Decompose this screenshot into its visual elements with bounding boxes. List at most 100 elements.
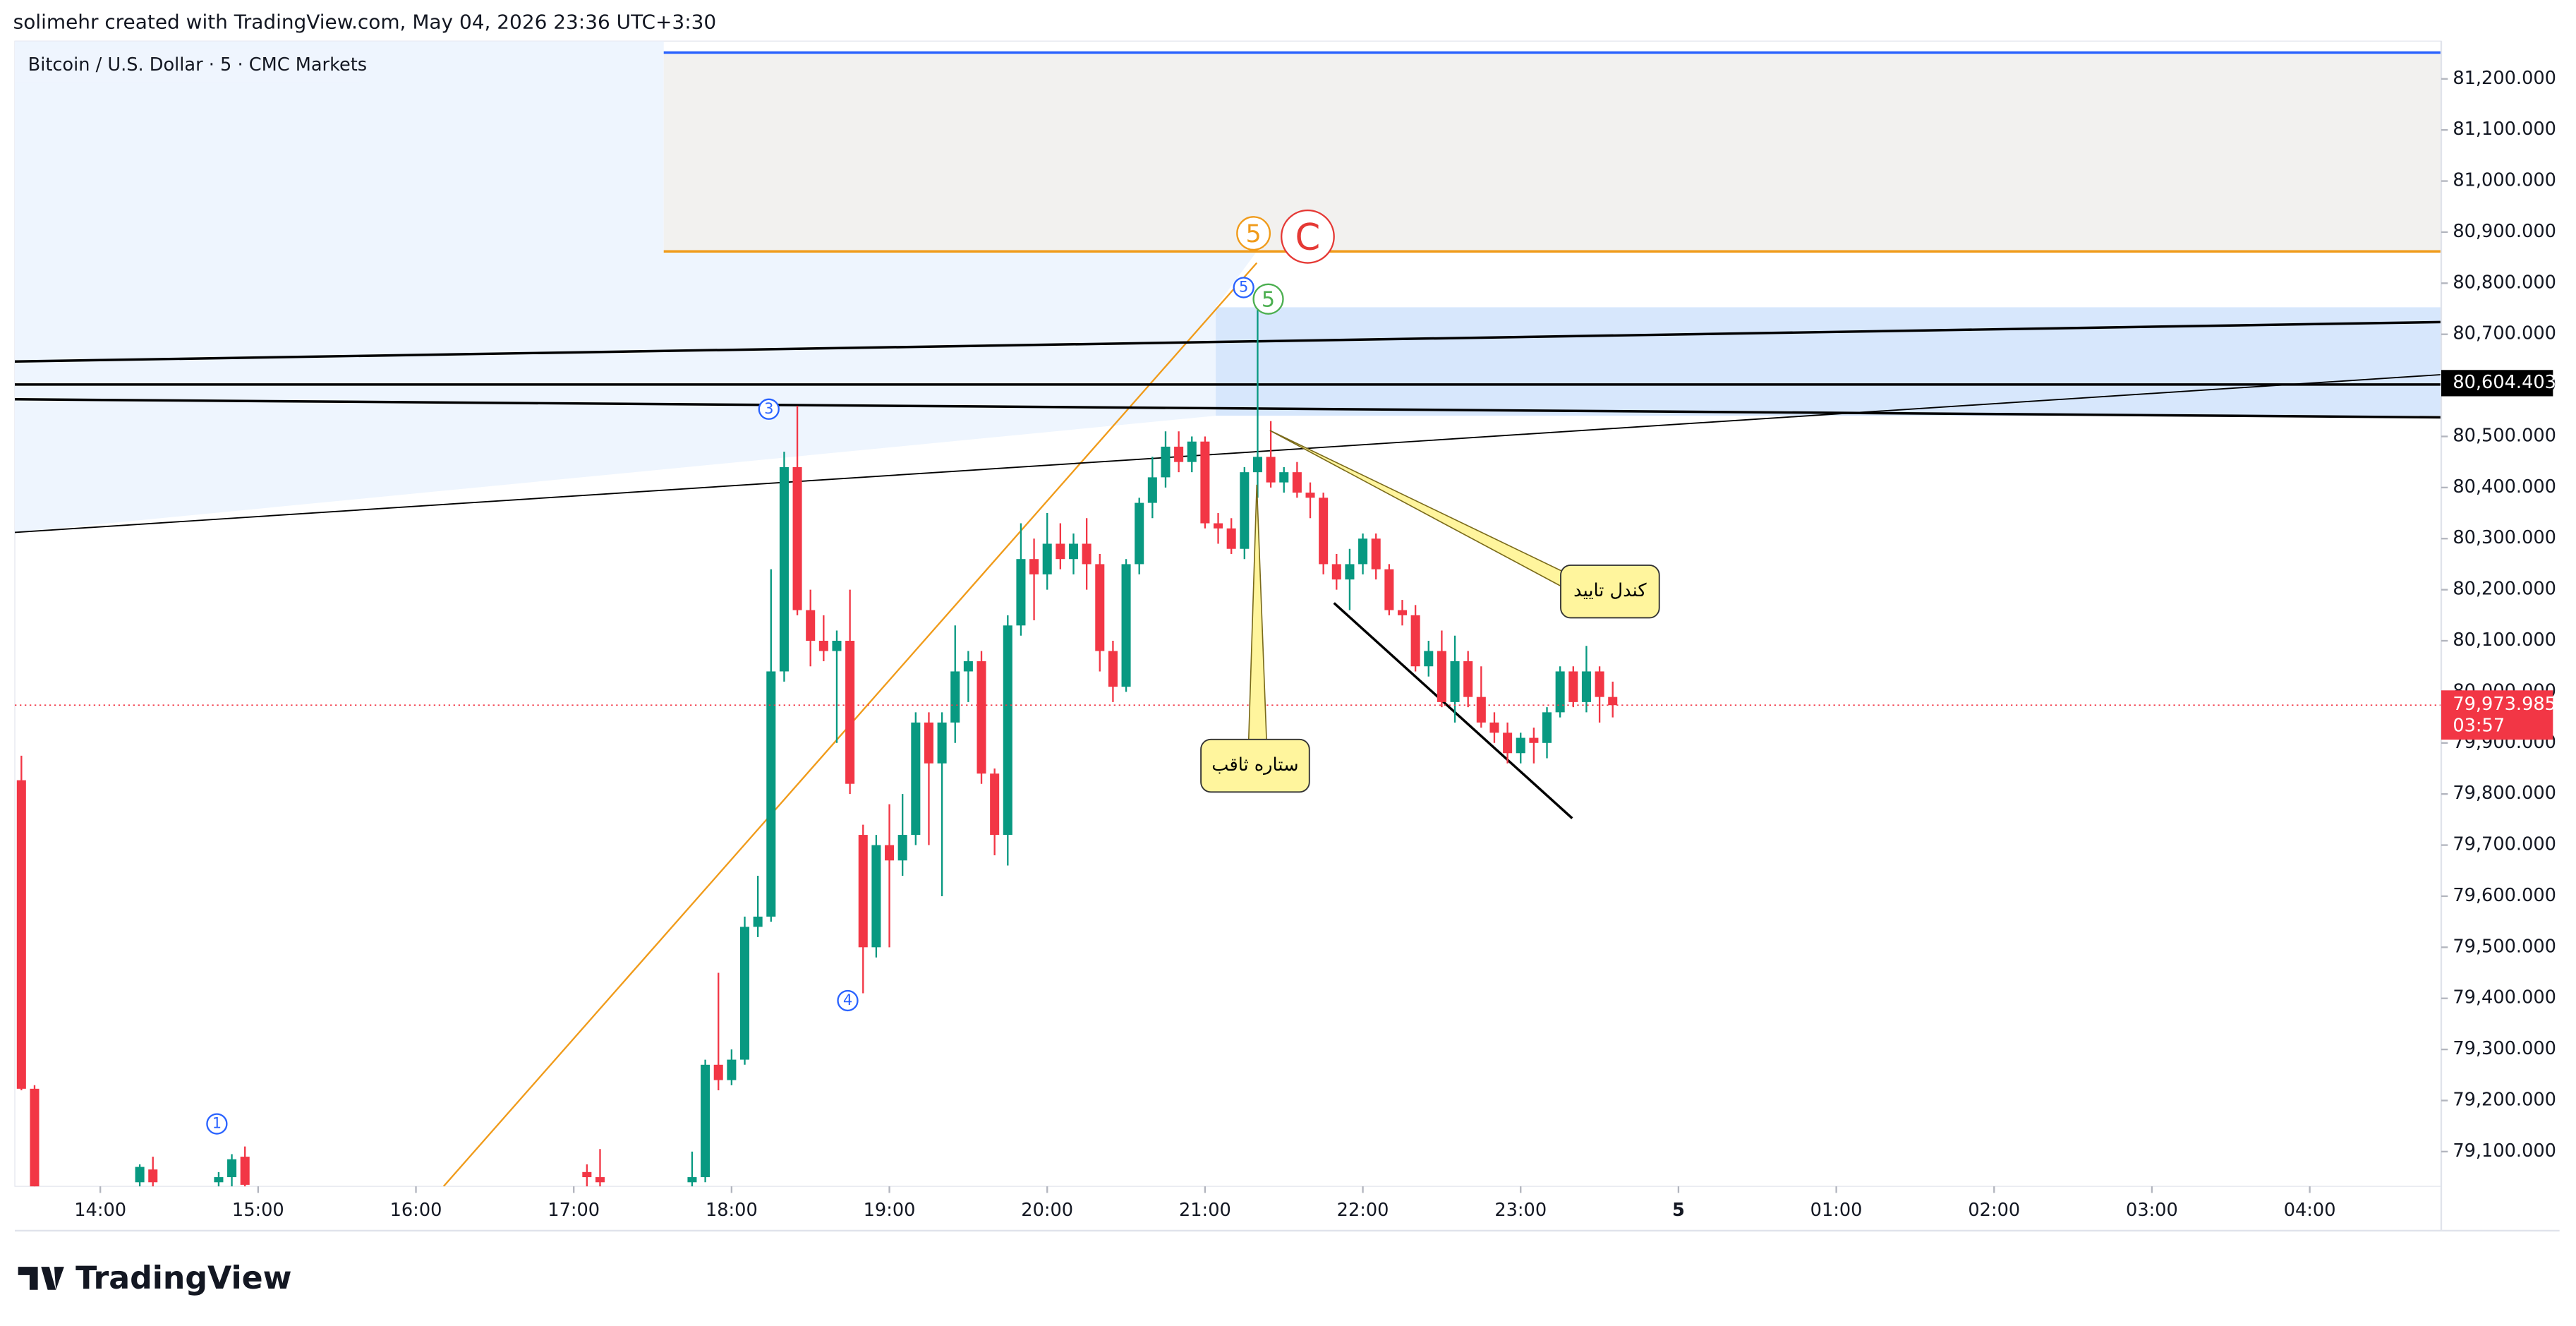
axes: 79,100.000 79,200.000 79,300.000 79,400.000… — [74, 68, 2556, 1221]
trend-line — [15, 373, 2442, 534]
y-tick-label: 79,700.000 — [2453, 834, 2556, 855]
y-tick-label: 79,600.000 — [2453, 885, 2556, 906]
trend-line — [15, 320, 2442, 363]
candle-body — [1476, 697, 1486, 723]
x-tick-label: 15:00 — [232, 1200, 284, 1221]
x-tick-label: 22:00 — [1337, 1200, 1389, 1221]
wave-circle — [837, 989, 859, 1012]
y-tick-label: 79,200.000 — [2453, 1089, 2556, 1110]
y-tick-label: 80,300.000 — [2453, 527, 2556, 548]
countdown-label: 03:57 — [2453, 715, 2505, 736]
wave-circle — [1233, 277, 1254, 299]
candle-body — [924, 722, 933, 764]
last-price-label: 79,973.985 — [2453, 694, 2556, 715]
y-tick-label: 80,900.000 — [2453, 221, 2556, 242]
drawings: کندل تایید ستاره ثاقب 1 3 4 5 5 5 C — [15, 41, 2442, 1187]
candle-body — [1384, 569, 1394, 610]
candle-body — [990, 773, 1000, 836]
marked-price-label: 80,604.403 — [2453, 372, 2556, 393]
candle-body — [911, 722, 921, 836]
wave-circle — [1281, 209, 1335, 264]
zone — [15, 41, 1257, 533]
candle-body — [1200, 441, 1210, 524]
candle-body — [1568, 671, 1578, 702]
candle-body — [1135, 502, 1144, 565]
callout — [1560, 565, 1660, 619]
x-tick-label: 23:00 — [1494, 1200, 1547, 1221]
candle-body — [595, 1177, 605, 1183]
x-tick-label: 14:00 — [74, 1200, 126, 1221]
candle-body — [1214, 523, 1223, 529]
candle-body — [845, 641, 855, 784]
candle-body — [766, 671, 776, 917]
candle-body — [950, 671, 960, 723]
candle-body — [1174, 446, 1184, 462]
header: solimehr created with TradingView.com, M… — [13, 11, 716, 34]
wave-circle — [1236, 216, 1271, 251]
candle-body — [148, 1169, 158, 1183]
candle-body — [1279, 472, 1289, 483]
candle-body — [16, 780, 26, 1089]
candle-body — [1345, 564, 1355, 580]
candle-body — [1424, 651, 1434, 667]
candle-body — [1095, 564, 1105, 651]
candle-body — [1371, 538, 1381, 569]
candle-body — [1358, 538, 1368, 565]
candles — [15, 303, 2442, 1187]
wave-label: 5 — [1262, 288, 1275, 313]
brand-name: TradingView — [75, 1260, 291, 1296]
candle-body — [1608, 697, 1618, 706]
x-tick-label: 17:00 — [548, 1200, 600, 1221]
annotation: ستاره ثاقب — [1211, 754, 1298, 776]
annotation: کندل تایید — [1573, 580, 1647, 601]
candle-body — [1595, 671, 1604, 697]
candle-body — [1529, 737, 1539, 743]
candle-body — [1581, 671, 1591, 702]
candle-body — [1016, 559, 1026, 626]
candle-body — [871, 845, 881, 948]
candle-body — [1082, 543, 1092, 565]
y-tick-label: 79,400.000 — [2453, 987, 2556, 1008]
y-tick-label: 80,400.000 — [2453, 476, 2556, 498]
candle-body — [1029, 559, 1039, 574]
candle-body — [227, 1159, 237, 1178]
candle-body — [1319, 498, 1329, 565]
y-tick-label: 80,100.000 — [2453, 629, 2556, 651]
candle-body — [1542, 712, 1552, 743]
marked-price-box — [2441, 370, 2553, 397]
candle-body — [30, 1088, 40, 1187]
x-tick-label: 02:00 — [1968, 1200, 2020, 1221]
legend-bg — [15, 49, 360, 83]
candle-body — [1240, 472, 1250, 549]
x-tick-label: 16:00 — [390, 1200, 442, 1221]
candle-body — [739, 927, 750, 1060]
candle-body — [240, 1157, 250, 1185]
x-tick-label: 5 — [1672, 1200, 1685, 1221]
wave-label: 5 — [1245, 220, 1261, 248]
candle-body — [1108, 651, 1118, 687]
candle-body — [976, 661, 986, 774]
candle-body — [963, 661, 973, 672]
x-tick-label: 21:00 — [1179, 1200, 1231, 1221]
candle-body — [858, 835, 868, 948]
candle-body — [701, 1064, 710, 1178]
x-tick-label: 20:00 — [1021, 1200, 1073, 1221]
wave-label: 5 — [1239, 278, 1248, 295]
y-tick-label: 79,500.000 — [2453, 936, 2556, 957]
candle-body — [1437, 651, 1446, 702]
candle-body — [214, 1177, 224, 1183]
candle-body — [1187, 441, 1197, 462]
candle-body — [1003, 625, 1012, 836]
wave-circle — [206, 1113, 228, 1135]
candle-body — [1252, 457, 1262, 473]
candle-body — [897, 835, 907, 861]
trend-line — [15, 398, 2442, 419]
candle-body — [1305, 493, 1315, 498]
zone — [663, 51, 2442, 252]
y-tick-label: 81,200.000 — [2453, 68, 2556, 89]
y-tick-label: 80,800.000 — [2453, 272, 2556, 293]
candle-body — [713, 1064, 723, 1080]
candle-body — [779, 466, 789, 672]
zone — [1216, 307, 2442, 416]
candle-body — [1516, 737, 1525, 754]
